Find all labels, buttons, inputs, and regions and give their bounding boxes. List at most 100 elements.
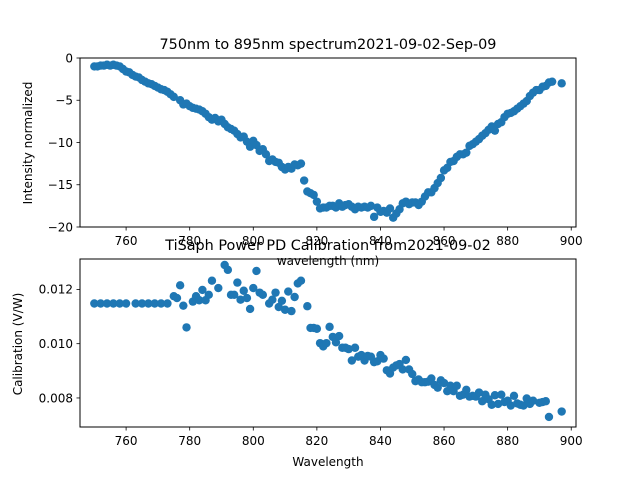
calibration-point bbox=[179, 301, 188, 310]
calibration-point bbox=[223, 265, 233, 275]
calibration-point bbox=[207, 276, 217, 285]
spectrum-point bbox=[557, 79, 566, 88]
calibration-point bbox=[331, 338, 341, 347]
calibration-point bbox=[497, 390, 506, 399]
calibration-point bbox=[433, 383, 442, 392]
calibration-x-label: Wavelength bbox=[292, 455, 363, 469]
calibration-point bbox=[252, 266, 261, 276]
calibration-point bbox=[325, 322, 334, 332]
calibration-point bbox=[478, 397, 487, 406]
calibration-point bbox=[290, 292, 299, 302]
calibration-x-tick-label: 760 bbox=[115, 434, 138, 448]
calibration-point bbox=[493, 399, 503, 409]
calibration-point bbox=[175, 281, 185, 290]
calibration-title: TiSaph Power PD Calibration from2021-09-… bbox=[164, 238, 491, 254]
spectrum-point bbox=[169, 92, 178, 102]
calibration-point bbox=[90, 299, 99, 308]
calibration-point bbox=[198, 285, 207, 295]
spectrum-points bbox=[90, 60, 566, 222]
spectrum-x-tick-label: 760 bbox=[115, 234, 138, 248]
spectrum-y-tick-label: −5 bbox=[55, 94, 73, 108]
calibration-y-tick-label: 0.012 bbox=[39, 283, 73, 297]
calibration-point bbox=[277, 296, 287, 305]
spectrum-x-tick-label: 900 bbox=[560, 234, 583, 248]
calibration-point bbox=[322, 338, 331, 348]
calibration-points bbox=[90, 260, 566, 422]
calibration-point bbox=[268, 295, 277, 304]
calibration-point bbox=[452, 381, 461, 390]
spectrum-y-tick-label: 0 bbox=[65, 51, 73, 65]
calibration-x-tick-label: 840 bbox=[369, 434, 392, 448]
spectrum-point bbox=[261, 150, 271, 159]
spectrum-point bbox=[462, 148, 471, 157]
calibration-point bbox=[242, 293, 252, 303]
calibration-point bbox=[258, 290, 268, 300]
spectrum-x-tick-label: 880 bbox=[496, 234, 519, 248]
calibration-point bbox=[344, 344, 353, 354]
calibration-point bbox=[121, 299, 131, 308]
calibration-point bbox=[408, 369, 417, 379]
calibration-point bbox=[462, 385, 471, 395]
spectrum-x-ticks: 760 780 800 820 840 860 880 900 bbox=[115, 227, 583, 248]
calibration-y-label: Calibration (V/W) bbox=[11, 293, 25, 396]
calibration-point bbox=[109, 299, 118, 308]
spectrum-axes-frame bbox=[79, 57, 577, 228]
spectrum-point bbox=[547, 77, 557, 86]
spectrum-x-label: wavelength (nm) bbox=[277, 254, 379, 268]
calibration-point bbox=[236, 295, 245, 304]
calibration-x-tick-label: 780 bbox=[178, 434, 201, 448]
calibration-point bbox=[284, 287, 293, 296]
spectrum-point bbox=[436, 173, 446, 183]
calibration-point bbox=[509, 391, 519, 400]
spectrum-x-tick-label: 860 bbox=[433, 234, 456, 248]
spectrum-y-ticks: −20 −15 −10 −5 0 bbox=[48, 51, 80, 234]
calibration-point bbox=[195, 296, 204, 305]
spectrum-point bbox=[369, 212, 379, 222]
calibration-point bbox=[245, 304, 255, 314]
calibration-point bbox=[233, 278, 242, 287]
calibration-point bbox=[519, 401, 528, 410]
calibration-point bbox=[373, 357, 382, 366]
calibration-y-tick-label: 0.008 bbox=[39, 391, 73, 405]
calibration-y-tick-label: 0.010 bbox=[39, 337, 73, 351]
calibration-point bbox=[182, 323, 191, 332]
calibration-x-tick-label: 900 bbox=[560, 434, 583, 448]
calibration-x-tick-label: 820 bbox=[305, 434, 328, 448]
calibration-point bbox=[150, 299, 159, 308]
calibration-point bbox=[249, 283, 258, 293]
calibration-point bbox=[303, 302, 312, 311]
spectrum-y-tick-label: −15 bbox=[48, 178, 73, 192]
spectrum-plot: 750nm to 895nm spectrum2021-09-02-Sep-09… bbox=[21, 37, 583, 268]
spectrum-point bbox=[366, 201, 376, 211]
spectrum-title: 750nm to 895nm spectrum2021-09-02-Sep-09 bbox=[160, 37, 497, 53]
calibration-point bbox=[144, 299, 153, 308]
calibration-point bbox=[544, 412, 554, 422]
calibration-point bbox=[379, 354, 388, 363]
calibration-point bbox=[439, 378, 449, 388]
calibration-point bbox=[204, 290, 213, 300]
spectrum-x-tick-label: 800 bbox=[242, 234, 265, 248]
calibration-point bbox=[490, 391, 500, 400]
spectrum-point bbox=[385, 204, 395, 213]
calibration-point bbox=[296, 276, 306, 285]
calibration-point bbox=[239, 286, 248, 295]
calibration-point bbox=[271, 288, 280, 297]
calibration-point bbox=[541, 397, 550, 406]
calibration-point bbox=[506, 401, 516, 410]
calibration-point bbox=[156, 299, 166, 308]
spectrum-x-tick-label: 820 bbox=[305, 234, 328, 248]
spectrum-y-tick-label: −10 bbox=[48, 136, 73, 150]
calibration-point bbox=[528, 396, 538, 405]
calibration-point bbox=[557, 407, 566, 416]
calibration-point bbox=[102, 299, 112, 308]
calibration-point bbox=[287, 306, 296, 316]
calibration-point bbox=[427, 374, 436, 383]
calibration-point bbox=[398, 365, 407, 374]
calibration-point bbox=[137, 299, 147, 308]
calibration-point bbox=[280, 305, 290, 314]
spectrum-x-tick-label: 840 bbox=[369, 234, 392, 248]
calibration-plot: 760 780 800 820 840 860 880 900 0.008 0.010 0.012… bbox=[11, 238, 583, 469]
spectrum-point bbox=[312, 197, 322, 206]
calibration-point bbox=[172, 293, 182, 303]
